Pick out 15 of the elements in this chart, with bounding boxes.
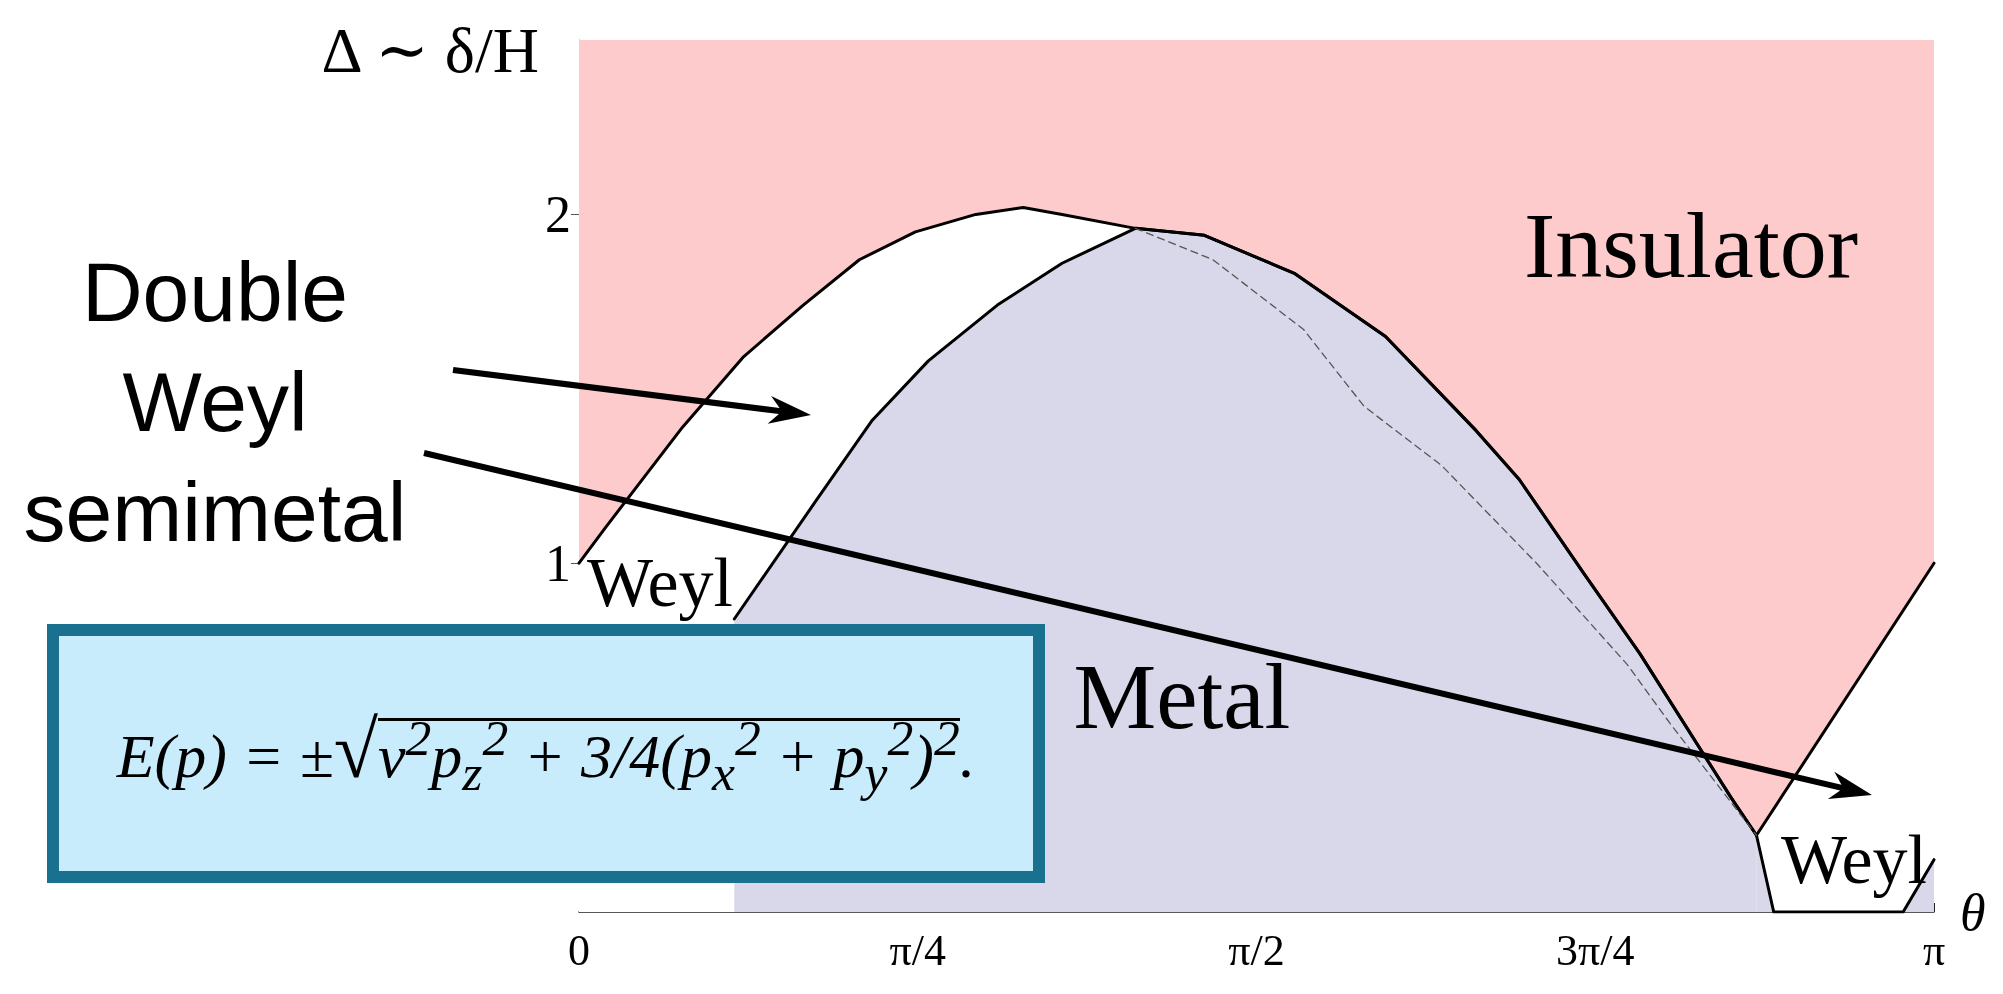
formula-box: E(p) = ±√v$^{2}$p$_{z}$$^{2}$ + 3/4(p$_{x}$$^{2}$ + p$_{y}$$^{2}$)$^{2}$. bbox=[47, 624, 1045, 883]
y-tick-label: 2 bbox=[545, 185, 571, 243]
annotation: Insulator bbox=[1523, 193, 1859, 297]
x-tick-label: π bbox=[1922, 925, 1946, 975]
annotation: Metal bbox=[1073, 644, 1291, 748]
y-tick-label: 1 bbox=[545, 534, 571, 592]
x-tick-label: 0 bbox=[568, 925, 590, 975]
text: Double Weyl semimetal bbox=[22, 244, 408, 561]
annotation: Weyl bbox=[587, 543, 733, 621]
x-tick-label: π/4 bbox=[889, 925, 946, 975]
x-axis-title: θ bbox=[1960, 883, 1986, 941]
x-tick-label: π/2 bbox=[1228, 925, 1285, 975]
annotation: Weyl bbox=[1781, 820, 1927, 898]
x-tick-label: 3π/4 bbox=[1556, 925, 1635, 975]
y-axis-title: Δ ∼ δ/H bbox=[321, 14, 539, 86]
